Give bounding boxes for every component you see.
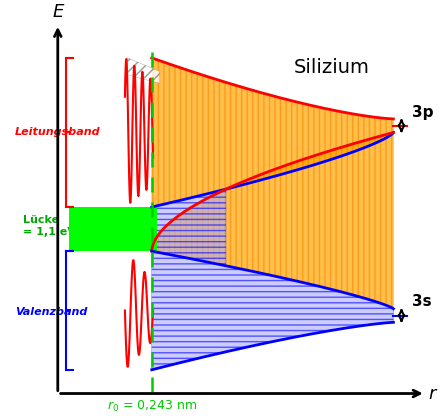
Text: $r_0$ = 0,243 nm: $r_0$ = 0,243 nm: [107, 399, 197, 414]
Text: Valenzband: Valenzband: [15, 307, 87, 317]
Text: Silizium: Silizium: [294, 58, 370, 77]
Polygon shape: [152, 189, 226, 266]
Bar: [68, 207, 157, 251]
Text: 3s: 3s: [412, 295, 432, 310]
Polygon shape: [152, 58, 393, 207]
Text: Leitungsband: Leitungsband: [15, 127, 101, 137]
Polygon shape: [152, 251, 393, 370]
Text: Lücke
= 1,1 eV: Lücke = 1,1 eV: [23, 215, 76, 237]
Polygon shape: [152, 132, 393, 309]
Polygon shape: [127, 58, 160, 83]
Text: E: E: [52, 2, 64, 21]
Text: r: r: [428, 384, 436, 403]
Text: 3p: 3p: [412, 105, 434, 120]
